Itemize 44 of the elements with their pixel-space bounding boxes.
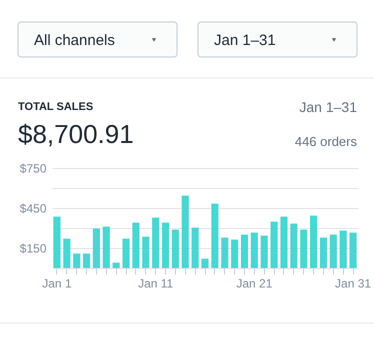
bar — [350, 232, 357, 268]
text: Jan 1–31 — [214, 32, 276, 49]
bar — [270, 222, 278, 268]
x-tick-label: Jan 31 — [335, 276, 372, 290]
bar — [102, 226, 110, 268]
bar — [340, 230, 347, 268]
bar — [82, 254, 90, 268]
bar — [240, 234, 248, 268]
bar — [112, 262, 120, 268]
bar — [73, 254, 80, 268]
bar — [142, 236, 150, 268]
bar — [260, 236, 268, 268]
x-tick-label: Jan 1 — [42, 276, 72, 290]
y-tick-label: $750 — [20, 162, 47, 176]
bar — [320, 238, 328, 268]
chart-title: TOTAL SALES — [18, 101, 94, 113]
bar — [152, 218, 160, 268]
bar — [122, 238, 130, 268]
chart-subtitle: $8,700.91 — [18, 119, 134, 149]
y-tick-label: $150 — [20, 242, 47, 256]
bar — [221, 238, 228, 268]
bar — [310, 216, 318, 268]
bar — [250, 232, 258, 268]
bar — [280, 216, 288, 268]
x-tick-label: Jan 11 — [138, 276, 174, 290]
bar — [182, 196, 189, 268]
bar — [330, 234, 337, 268]
bar — [92, 228, 100, 268]
text: Jan 1–31 — [299, 99, 358, 115]
bar — [290, 224, 298, 268]
bar — [172, 230, 179, 268]
text: All channels — [34, 32, 115, 49]
bar — [53, 216, 60, 268]
y-tick-label: $450 — [20, 202, 47, 216]
bar — [192, 228, 199, 268]
bar — [132, 222, 140, 268]
bar — [231, 240, 238, 268]
text: 446 orders — [294, 134, 358, 149]
bar — [300, 230, 308, 268]
bar — [63, 238, 70, 268]
bar — [162, 222, 170, 268]
x-tick-label: Jan 21 — [236, 276, 273, 290]
bar — [201, 258, 209, 268]
bar — [211, 204, 218, 268]
